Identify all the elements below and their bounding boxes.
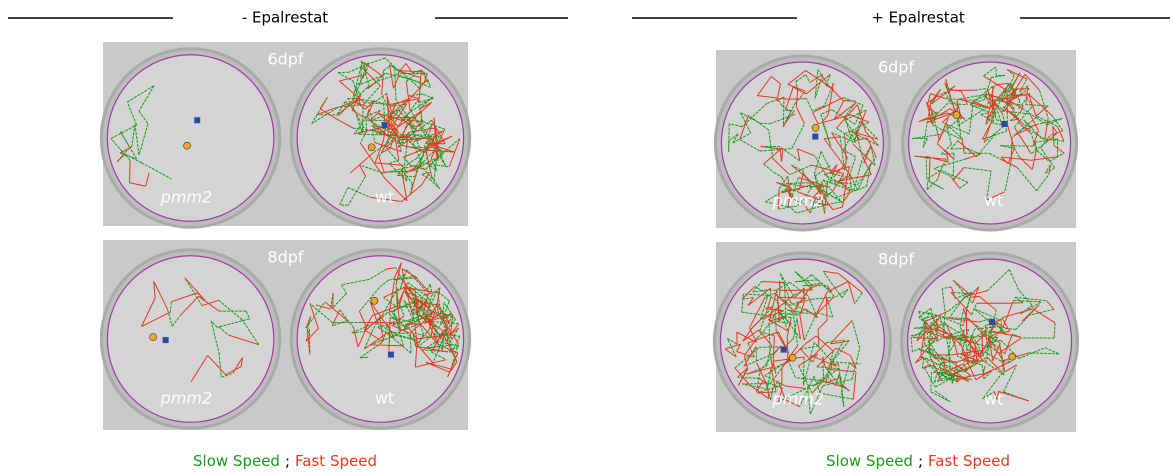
start-marker [368,144,375,151]
fish-marker [388,352,394,358]
legend-slow: Slow Speed [826,452,913,470]
fish-marker [194,117,200,123]
well-label: pmm2 [772,191,825,210]
legend-separator: ; [285,452,290,470]
tracking-image: pmm2 wt 6dpf [101,42,469,227]
fish-marker [1002,121,1008,127]
legend-slow: Slow Speed [193,452,280,470]
start-marker [812,124,819,131]
well-label: wt [375,388,394,407]
legend-fast: Fast Speed [295,452,377,470]
figure: - Epalrestat pmm2 wt 6dpf pmm2 wt 8dpf Slow Spe… [0,0,1173,472]
panel-header: + Epalrestat [871,9,965,27]
timepoint-label: 8dpf [878,250,914,269]
timepoint-label: 6dpf [878,58,914,77]
tracking-image: pmm2 wt 8dpf [714,242,1077,432]
well-label: wt [984,191,1003,210]
start-marker [371,297,378,304]
well-label: pmm2 [160,187,213,206]
start-marker [789,354,796,361]
start-marker [1009,353,1016,360]
tracking-image: pmm2 wt 6dpf [715,50,1076,230]
tracking-image: pmm2 wt 8dpf [101,240,469,430]
start-marker [150,334,157,341]
well-label: pmm2 [160,388,213,407]
speed-legend: Slow Speed; Fast Speed [193,452,377,470]
timepoint-label: 6dpf [267,50,303,69]
panel-header: - Epalrestat [242,9,328,27]
well-label: wt [984,390,1003,409]
well-label: pmm2 [772,390,825,409]
fish-marker [989,319,995,325]
well-label: wt [375,187,394,206]
speed-legend: Slow Speed; Fast Speed [826,452,1010,470]
start-marker [184,142,191,149]
fish-marker [781,347,787,353]
fish-marker [163,337,169,343]
fish-marker [382,122,388,128]
start-marker [953,111,960,118]
timepoint-label: 8dpf [267,248,303,267]
legend-separator: ; [918,452,923,470]
legend-fast: Fast Speed [928,452,1010,470]
fish-marker [812,134,818,140]
